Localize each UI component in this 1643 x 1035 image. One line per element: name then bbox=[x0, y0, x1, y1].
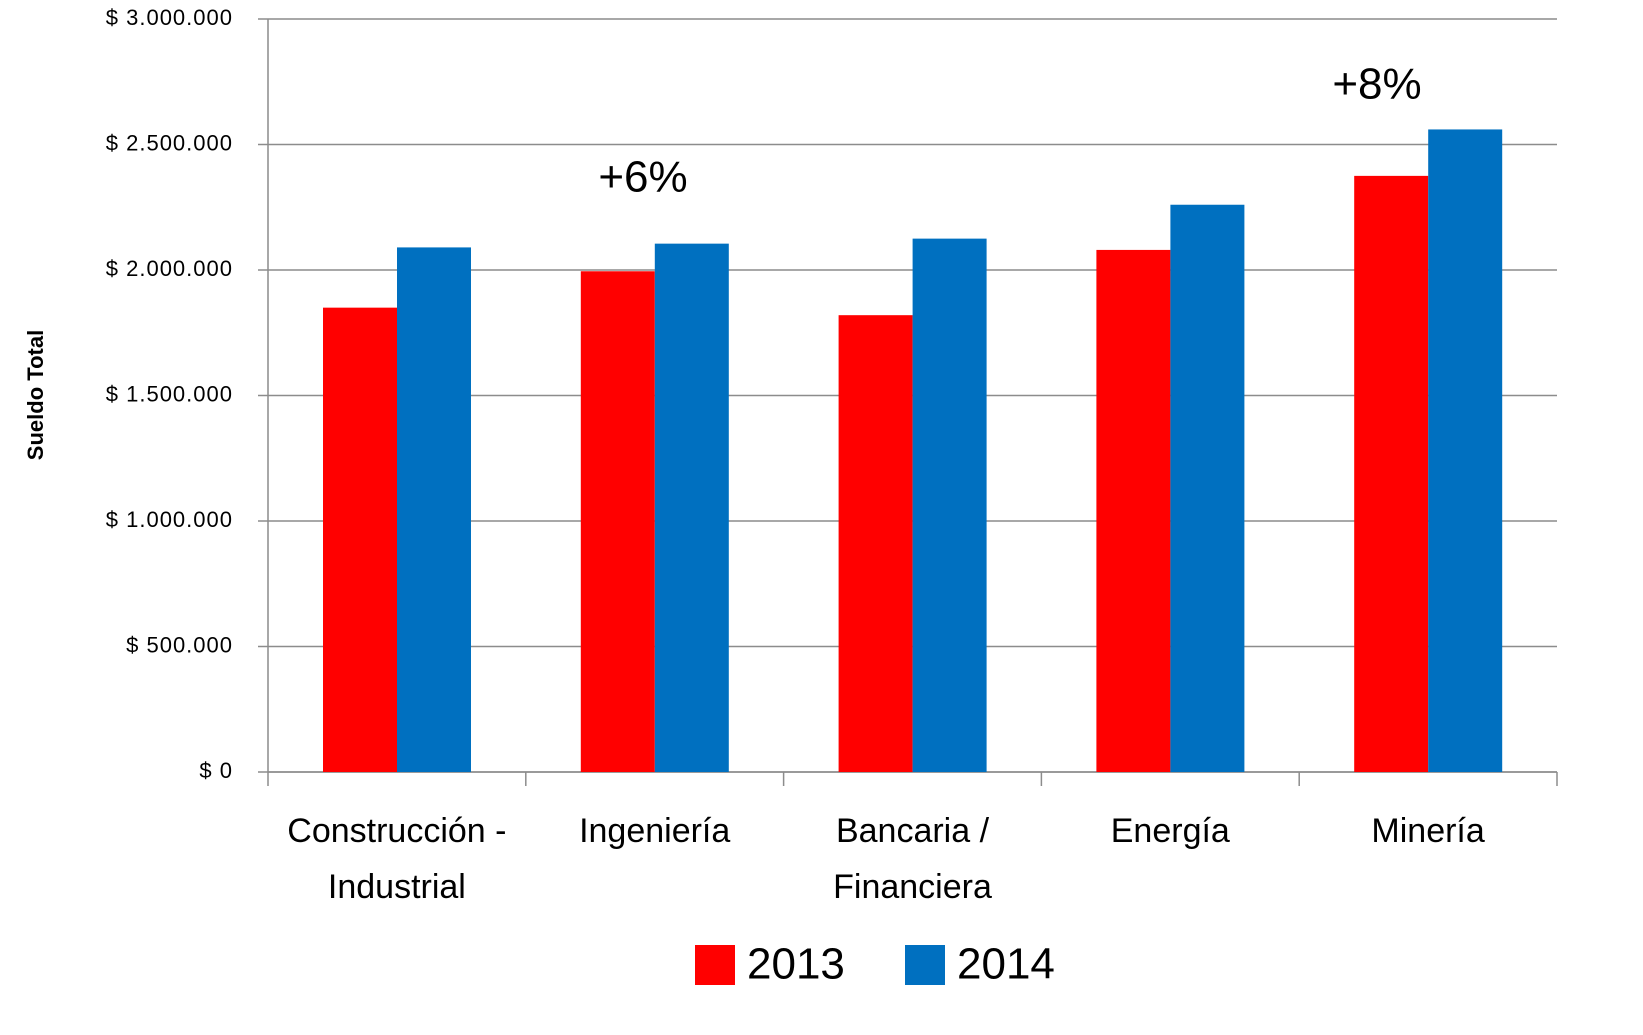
bar bbox=[912, 238, 987, 772]
y-tick-label: $ 500.000 bbox=[126, 632, 233, 657]
bar bbox=[838, 315, 913, 772]
y-tick-label: $ 1.500.000 bbox=[106, 381, 233, 406]
y-axis-label: Sueldo Total bbox=[23, 330, 48, 460]
legend-label: 2014 bbox=[957, 940, 1055, 989]
annotation: +6% bbox=[598, 153, 687, 202]
x-tick-label: Construcción - Industrial bbox=[287, 812, 507, 906]
y-tick-label: $ 0 bbox=[199, 758, 233, 783]
annotation: +8% bbox=[1332, 60, 1421, 109]
x-tick-label: Ingeniería bbox=[579, 812, 731, 850]
y-tick-label: $ 3.000.000 bbox=[106, 5, 233, 30]
bar bbox=[397, 247, 471, 772]
legend-label: 2013 bbox=[747, 940, 845, 989]
bar bbox=[1428, 129, 1503, 772]
bar bbox=[654, 243, 729, 772]
bar bbox=[323, 307, 397, 772]
x-tick-label: Bancaria / Financiera bbox=[833, 812, 992, 906]
y-tick-label: $ 2.500.000 bbox=[106, 130, 233, 155]
bar bbox=[1096, 249, 1171, 773]
legend-swatch bbox=[695, 945, 735, 985]
x-tick-label: Energía bbox=[1110, 812, 1230, 850]
bar bbox=[1170, 204, 1245, 773]
bar bbox=[580, 271, 655, 772]
legend-swatch bbox=[905, 945, 945, 985]
y-tick-label: $ 2.000.000 bbox=[106, 256, 233, 281]
bar bbox=[1354, 175, 1429, 772]
x-tick-label: Minería bbox=[1371, 812, 1485, 850]
y-tick-label: $ 1.000.000 bbox=[106, 507, 233, 532]
